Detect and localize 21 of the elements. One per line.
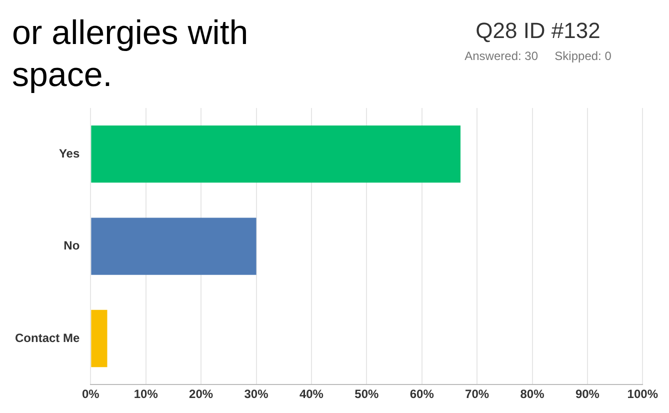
y-tick-label: Yes <box>58 146 80 160</box>
x-tick-label: 100% <box>627 387 658 402</box>
bar <box>91 218 256 275</box>
x-tick-label: 60% <box>410 387 434 402</box>
x-tick-label: 40% <box>299 387 324 402</box>
chart-title: Q28 ID #132 <box>476 18 600 43</box>
x-tick-label: 10% <box>134 387 158 402</box>
x-tick-label: 30% <box>244 387 269 402</box>
y-tick-label: Contact Me <box>15 330 80 345</box>
x-tick-label: 80% <box>520 387 545 402</box>
bar <box>91 126 460 183</box>
y-tick-label: No <box>64 238 80 253</box>
x-tick-label: 70% <box>465 387 490 402</box>
chart-subtitle: Answered: 30 Skipped: 0 <box>464 49 612 63</box>
text: or allergies with <box>12 14 248 52</box>
x-tick-label: 90% <box>575 387 600 402</box>
text: space. <box>12 56 112 94</box>
x-tick-label: 0% <box>82 387 100 402</box>
bar <box>91 310 108 368</box>
x-tick-label: 20% <box>189 387 214 402</box>
x-tick-label: 50% <box>354 387 379 402</box>
